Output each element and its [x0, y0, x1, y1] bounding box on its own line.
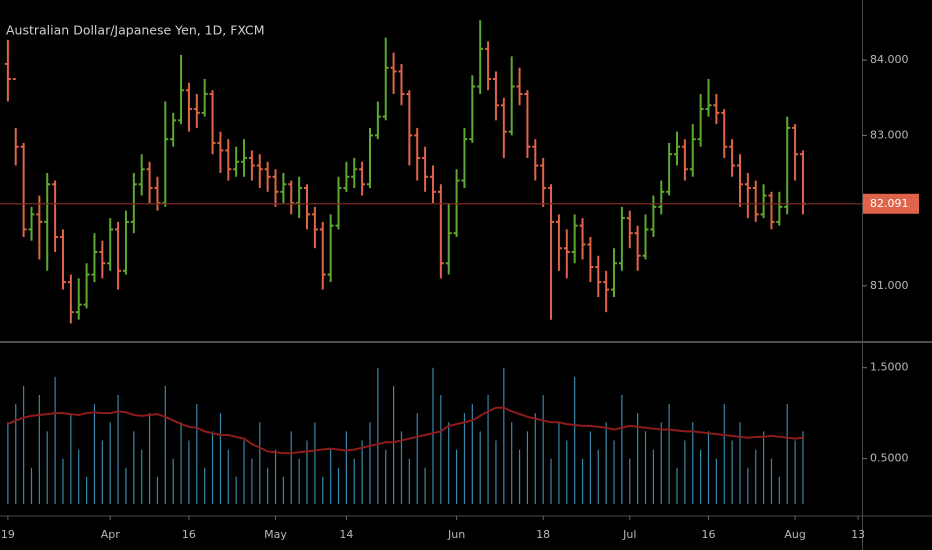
chart-title: Australian Dollar/Japanese Yen, 1D, FXCM: [6, 23, 265, 38]
x-tick-label: Apr: [101, 528, 121, 541]
last-price-label: 82.091: [870, 197, 909, 210]
x-tick-label: 13: [851, 528, 865, 541]
y-tick-label: 81.000: [870, 279, 909, 292]
y-tick-label: 0.5000: [870, 452, 909, 465]
x-tick-label: Jun: [447, 528, 465, 541]
x-tick-label: 18: [536, 528, 550, 541]
y-tick-label: 83.000: [870, 128, 909, 141]
x-tick-label: 16: [701, 528, 715, 541]
last-price-box: [863, 193, 919, 214]
x-tick-label: Jul: [622, 528, 636, 541]
x-tick-label: May: [264, 528, 287, 541]
x-tick-label: 19: [1, 528, 15, 541]
y-tick-label: 84.000: [870, 53, 909, 66]
y-tick-label: 1.5000: [870, 361, 909, 374]
indicator-line: [7, 406, 804, 455]
x-tick-label: 16: [182, 528, 196, 541]
x-tick-label: 14: [339, 528, 353, 541]
x-tick-label: Aug: [784, 528, 805, 541]
